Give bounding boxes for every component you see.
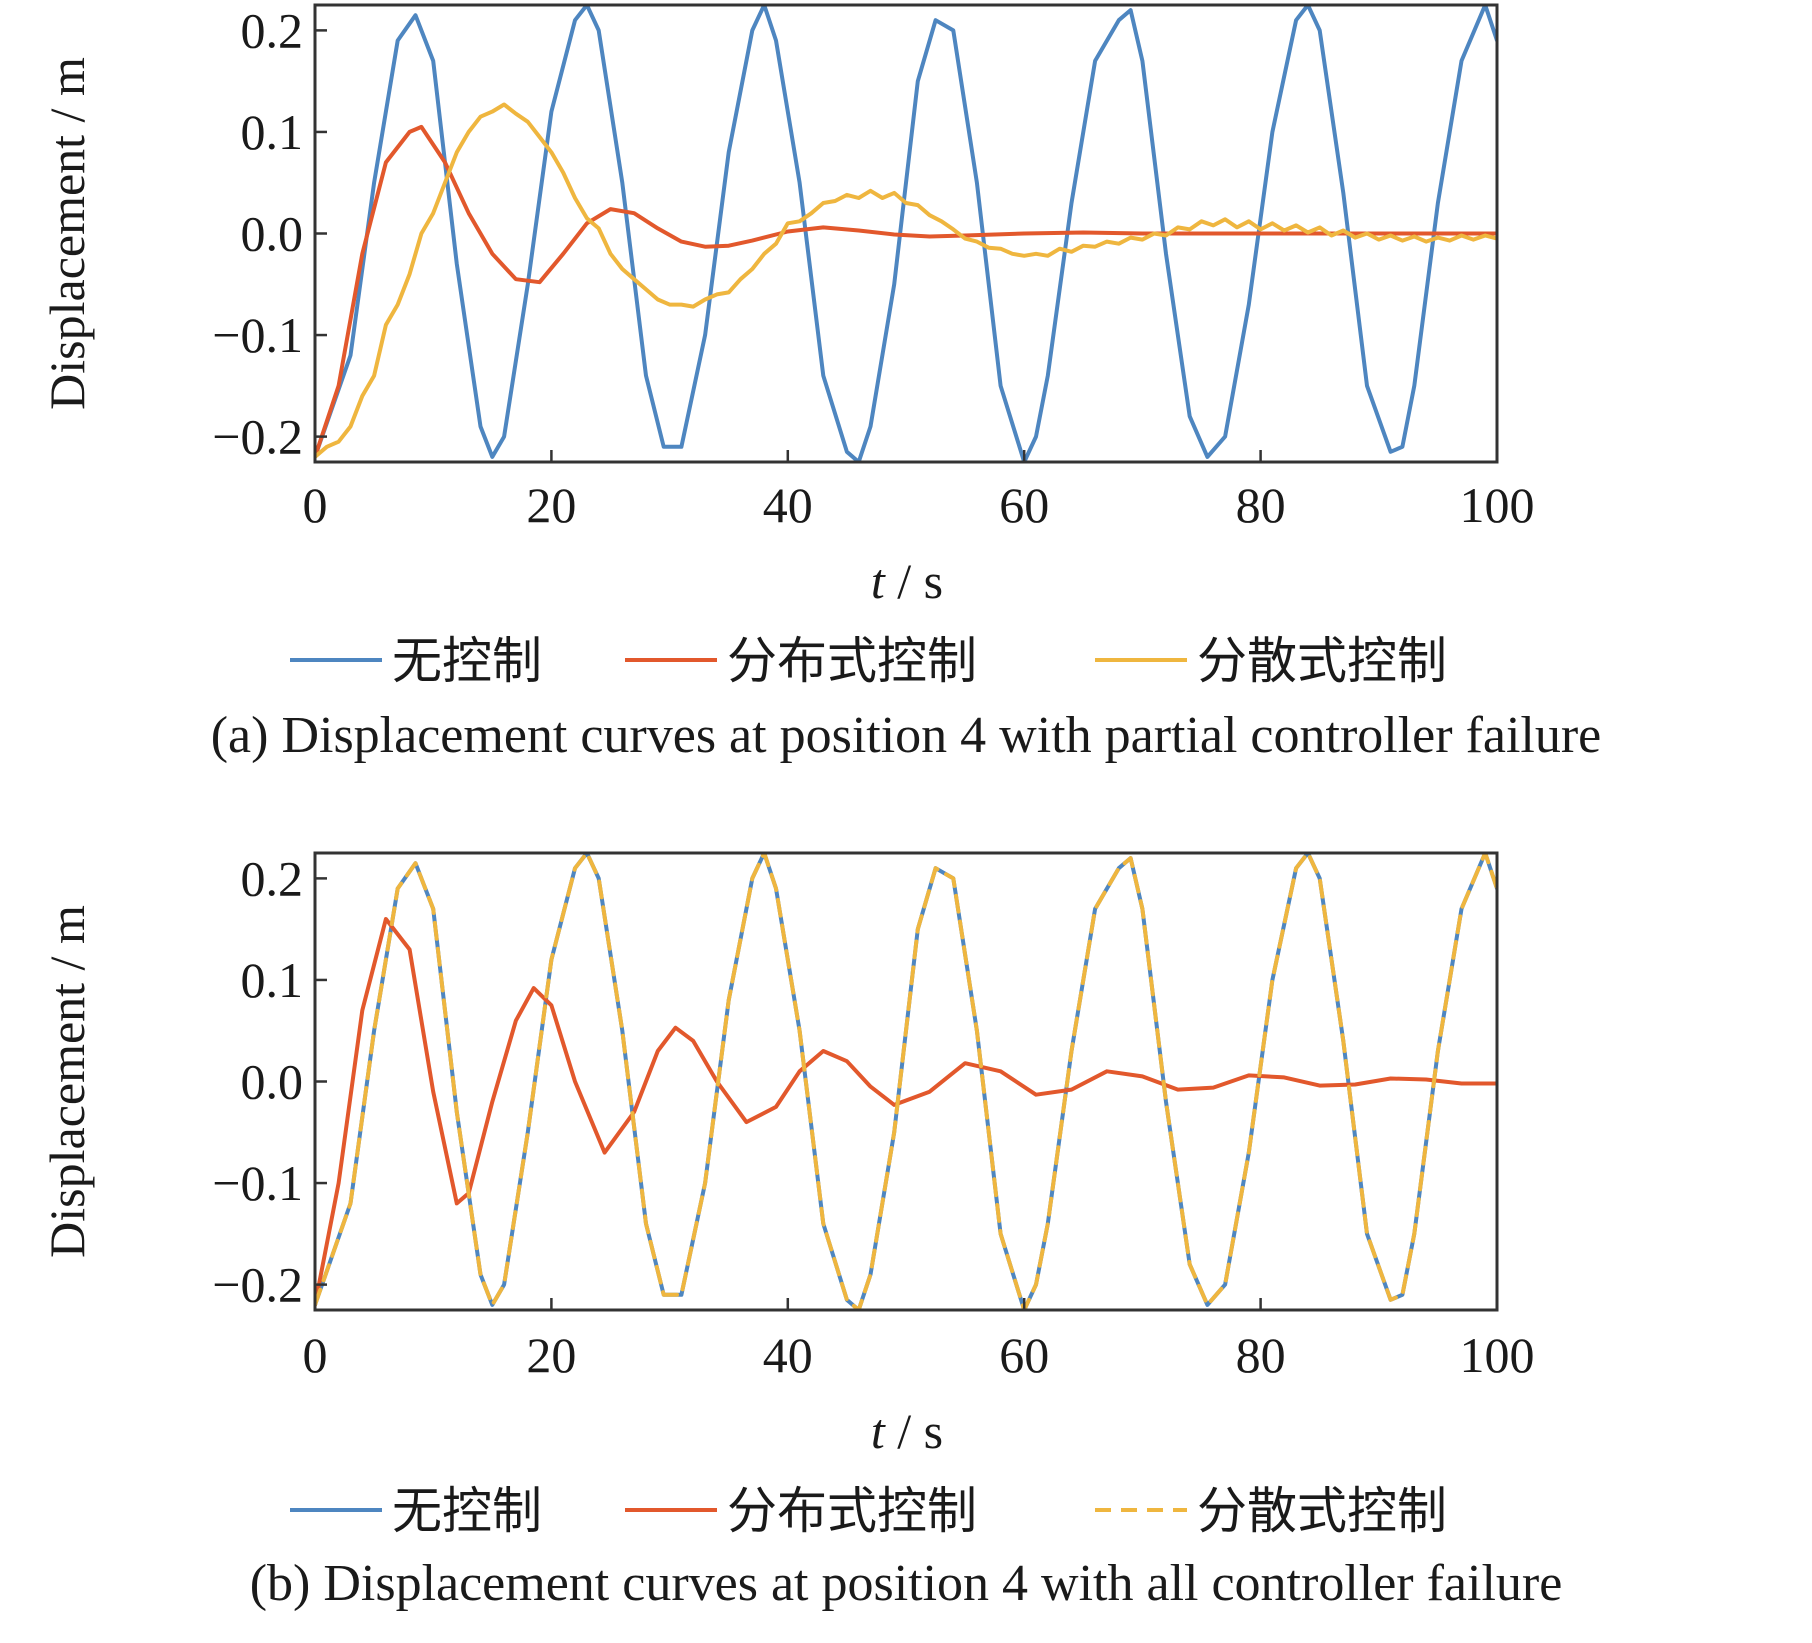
series-group — [315, 5, 1497, 462]
plot-frame — [313, 851, 1499, 1312]
x-tick-label: 20 — [526, 1327, 576, 1383]
x-tick-label: 20 — [526, 477, 576, 533]
legend-label-decentralized: 分散式控制 — [1197, 632, 1447, 690]
figure-caption: (a) Displacement curves at position 4 wi… — [211, 707, 1602, 764]
x-axis-unit: / s — [885, 1403, 943, 1459]
y-tick-label: 0.2 — [241, 850, 304, 906]
legend-label-none: 无控制 — [392, 1482, 542, 1540]
x-tick-label: 80 — [1236, 1327, 1286, 1383]
legend-label-distributed: 分布式控制 — [727, 632, 977, 690]
legend-label-distributed: 分布式控制 — [727, 1482, 977, 1540]
x-axis-unit: / s — [885, 553, 943, 609]
series-line-decentralized — [315, 102, 1497, 459]
legend: 无控制 分布式控制 分散式控制 — [290, 632, 1447, 690]
x-tick-label: 40 — [763, 1327, 813, 1383]
legend-label-none: 无控制 — [392, 632, 542, 690]
y-tick-label: 0.0 — [241, 206, 304, 262]
series-line-none — [315, 853, 1497, 1310]
y-tick-label: −0.2 — [212, 409, 303, 465]
x-axis-variable: t — [871, 1403, 886, 1459]
y-tick-label: 0.2 — [241, 2, 304, 58]
x-tick-label: 60 — [999, 477, 1049, 533]
y-tick-label: 0.1 — [241, 104, 304, 160]
y-axis-label: Displacement / m — [39, 57, 95, 410]
y-tick-label: 0.0 — [241, 1054, 304, 1110]
panel-b: 0 20 40 60 80 100 0.2 0.1 0.0 −0.1 −0.2 Displacemen… — [39, 850, 1562, 1612]
x-axis-label: t / s — [871, 553, 943, 609]
x-tick-label: 60 — [999, 1327, 1049, 1383]
x-tick-label: 0 — [303, 477, 328, 533]
y-tick-label: −0.1 — [212, 307, 303, 363]
series-group — [315, 853, 1497, 1310]
y-tick-label: 0.1 — [241, 952, 304, 1008]
series-line-distributed — [315, 917, 1497, 1307]
y-axis-label: Displacement / m — [39, 905, 95, 1258]
series-line-none — [315, 5, 1497, 462]
x-axis-variable: t — [871, 553, 886, 609]
series-line-decentralized — [315, 853, 1497, 1310]
legend-label-decentralized: 分散式控制 — [1197, 1482, 1447, 1540]
figure-caption: (b) Displacement curves at position 4 wi… — [250, 1555, 1563, 1612]
x-tick-label: 80 — [1236, 477, 1286, 533]
x-tick-label: 100 — [1460, 477, 1535, 533]
x-axis-label: t / s — [871, 1403, 943, 1459]
y-tick-label: −0.1 — [212, 1155, 303, 1211]
x-tick-label: 40 — [763, 477, 813, 533]
panel-a: 0 20 40 60 80 100 0.2 0.1 0.0 −0.1 −0.2 Displacemen… — [39, 2, 1601, 764]
y-tick-label: −0.2 — [212, 1257, 303, 1313]
x-tick-label: 0 — [303, 1327, 328, 1383]
x-tick-label: 100 — [1460, 1327, 1535, 1383]
legend: 无控制 分布式控制 分散式控制 — [290, 1482, 1447, 1540]
